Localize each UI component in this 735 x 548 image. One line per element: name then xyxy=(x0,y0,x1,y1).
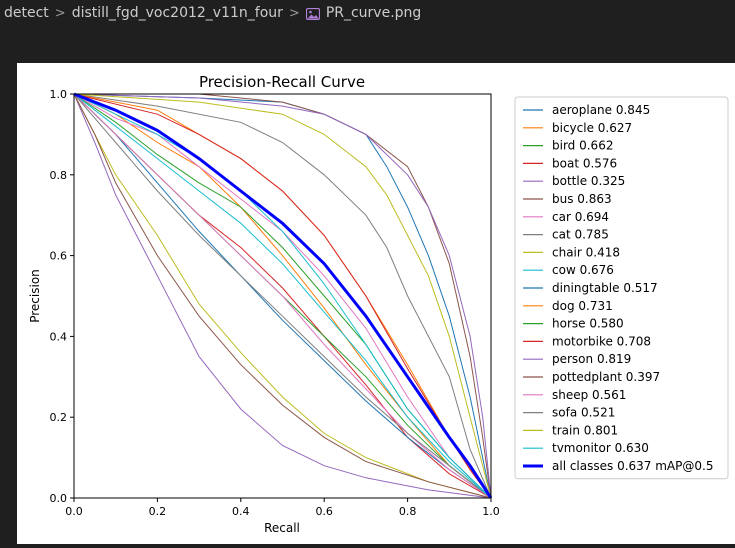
series-line-pottedplant xyxy=(73,93,492,499)
series-line-person xyxy=(73,93,492,499)
series-line-sheep xyxy=(73,93,492,499)
plot-frame xyxy=(73,93,492,499)
y-axis-label: Precision xyxy=(28,269,42,323)
legend-label-motorbike: motorbike 0.708 xyxy=(552,334,651,348)
legend-label-diningtable: diningtable 0.517 xyxy=(552,281,658,295)
legend-label-cow: cow 0.676 xyxy=(552,263,614,277)
legend-label-chair: chair 0.418 xyxy=(552,245,620,259)
breadcrumb-item-subfolder[interactable]: distill_fgd_voc2012_v11n_four xyxy=(71,5,283,21)
legend-label-all-classes: all classes 0.637 mAP@0.5 xyxy=(552,459,713,473)
legend-label-tvmonitor: tvmonitor 0.630 xyxy=(552,441,649,455)
breadcrumb-separator: > xyxy=(288,5,300,21)
legend-label-bicycle: bicycle 0.627 xyxy=(552,121,632,135)
breadcrumb-item-folder[interactable]: detect xyxy=(4,5,49,21)
breadcrumb-separator: > xyxy=(54,5,66,21)
legend-label-train: train 0.801 xyxy=(552,423,618,437)
y-tick-label: 0.4 xyxy=(50,330,68,343)
plot-lines xyxy=(73,92,493,499)
y-tick-label: 0.2 xyxy=(50,411,68,424)
x-tick-label: 0.2 xyxy=(149,505,167,518)
x-tick-label: 0.6 xyxy=(315,505,333,518)
x-tick-label: 1.0 xyxy=(482,505,500,518)
y-axis-ticks: 0.0 0.2 0.4 0.6 0.8 1.0 xyxy=(50,88,74,505)
legend-label-dog: dog 0.731 xyxy=(552,299,613,313)
breadcrumb: detect > distill_fgd_voc2012_v11n_four >… xyxy=(0,0,735,26)
series-line-cat xyxy=(73,93,492,499)
series-line-bus xyxy=(74,93,492,499)
legend-label-aeroplane: aeroplane 0.845 xyxy=(552,103,650,117)
series-line-train xyxy=(73,93,492,499)
image-canvas: Precision-Recall Curve 0.0 0.2 0.4 0.6 0.8 1.… xyxy=(17,63,735,544)
legend-label-cat: cat 0.785 xyxy=(552,228,609,242)
y-tick-label: 1.0 xyxy=(50,88,68,101)
legend-label-horse: horse 0.580 xyxy=(552,317,624,331)
x-axis-ticks: 0.0 0.2 0.4 0.6 0.8 1.0 xyxy=(65,498,500,518)
series-line-tvmonitor xyxy=(73,93,492,499)
pr-curve-chart: Precision-Recall Curve 0.0 0.2 0.4 0.6 0.8 1.… xyxy=(28,73,729,535)
x-axis-label: Recall xyxy=(264,521,300,535)
legend-label-sheep: sheep 0.561 xyxy=(552,388,626,402)
y-tick-label: 0.0 xyxy=(50,492,68,505)
series-line-bottle xyxy=(73,93,492,499)
legend-label-bus: bus 0.863 xyxy=(552,192,612,206)
y-tick-label: 0.6 xyxy=(50,250,68,263)
series-line-sofa xyxy=(73,93,492,499)
series-line-cow xyxy=(73,93,492,499)
legend-label-boat: boat 0.576 xyxy=(552,156,617,170)
series-line-bicycle xyxy=(73,93,492,499)
legend-label-sofa: sofa 0.521 xyxy=(552,406,615,420)
x-tick-label: 0.8 xyxy=(399,505,417,518)
legend-box xyxy=(514,96,729,480)
series-line-aeroplane xyxy=(73,93,492,499)
series-line-diningtable xyxy=(73,93,492,499)
legend-label-car: car 0.694 xyxy=(552,210,609,224)
image-viewer-panel: Precision-Recall Curve 0.0 0.2 0.4 0.6 0.8 1.… xyxy=(0,26,735,544)
legend-label-person: person 0.819 xyxy=(552,352,631,366)
legend-label-pottedplant: pottedplant 0.397 xyxy=(552,370,660,384)
breadcrumb-item-file[interactable]: PR_curve.png xyxy=(325,5,422,21)
x-tick-label: 0.0 xyxy=(65,505,83,518)
legend: aeroplane 0.845 bicycle 0.627 bird 0.662 bo… xyxy=(514,96,729,480)
series-line-all-classes xyxy=(73,92,493,499)
x-tick-label: 0.4 xyxy=(232,505,250,518)
legend-label-bottle: bottle 0.325 xyxy=(552,174,625,188)
legend-label-bird: bird 0.662 xyxy=(552,139,613,153)
series-line-chair xyxy=(73,93,492,499)
image-file-icon xyxy=(305,8,320,20)
chart-title: Precision-Recall Curve xyxy=(199,73,365,91)
y-tick-label: 0.8 xyxy=(50,169,68,182)
